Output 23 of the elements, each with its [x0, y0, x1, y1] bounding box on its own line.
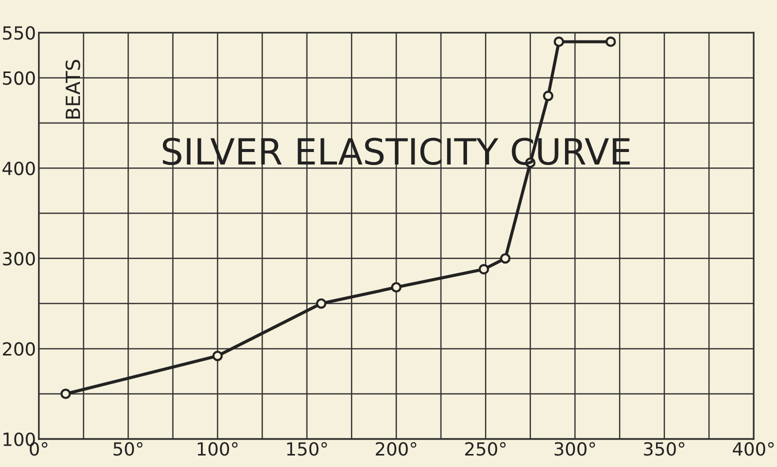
y-tick-label: 550 [3, 26, 35, 40]
x-tick-label: 200° [376, 442, 416, 456]
point [212, 350, 223, 362]
point [316, 298, 326, 309]
y-axis-title: BEATS [66, 60, 80, 118]
y-tick-label: 500 [3, 71, 35, 85]
x-tick-label: 100° [198, 442, 238, 456]
x-tick-label: 300° [554, 442, 596, 456]
point [500, 253, 510, 264]
x-tick-label: 350° [644, 442, 684, 456]
y-tick-label: 200 [2, 342, 35, 356]
x-tick-label: 400° [732, 442, 774, 456]
point [60, 388, 71, 400]
point [391, 282, 402, 293]
y-tick-label: 400 [2, 162, 35, 176]
y-tick-label: 300 [2, 252, 35, 266]
x-tick-label: 50° [114, 442, 142, 456]
point [606, 36, 616, 47]
point [542, 90, 554, 102]
point [554, 36, 564, 47]
x-tick-label: 250° [465, 442, 506, 456]
x-tick-label: 150° [287, 442, 327, 456]
point [478, 264, 490, 274]
